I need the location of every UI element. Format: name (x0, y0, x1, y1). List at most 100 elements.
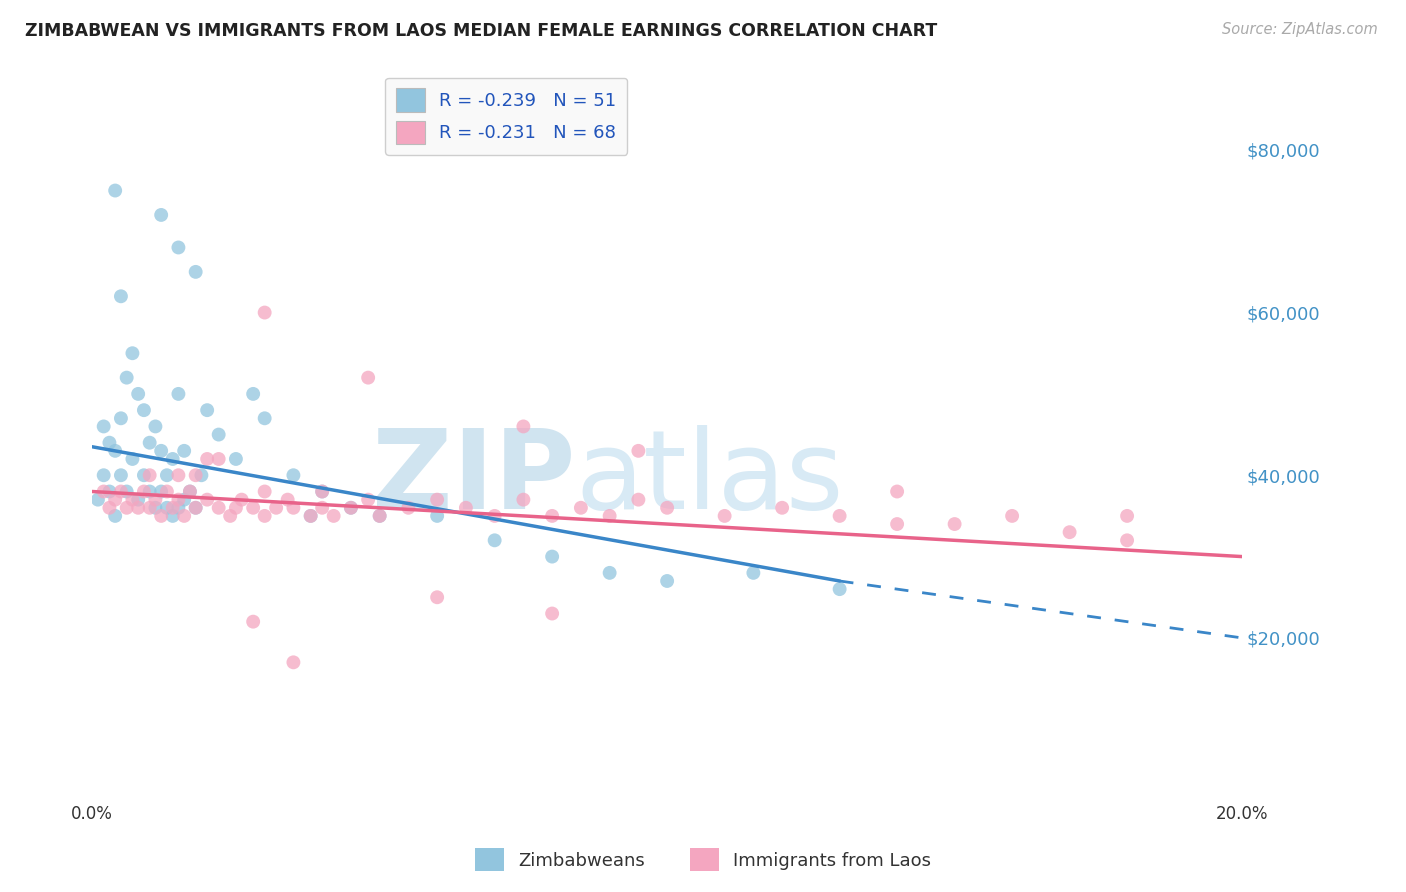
Point (98, 484, 121, 499)
Point (167, 468, 190, 483)
Point (368, 508, 391, 523)
Point (121, 346, 143, 360)
Point (104, 508, 127, 523)
Point (426, 492, 449, 507)
Point (127, 387, 149, 401)
Point (132, 484, 155, 499)
Point (627, 492, 650, 507)
Point (121, 492, 143, 507)
Point (173, 443, 195, 458)
Point (569, 500, 592, 515)
Point (138, 468, 160, 483)
Point (208, 452, 231, 467)
Point (110, 468, 132, 483)
Point (184, 500, 207, 515)
Point (283, 500, 305, 515)
Point (253, 305, 276, 319)
Point (138, 500, 160, 515)
Point (219, 508, 242, 523)
Point (599, 508, 621, 523)
Point (231, 492, 253, 507)
Point (828, 508, 851, 523)
Point (512, 492, 534, 507)
Point (184, 468, 207, 483)
Point (173, 492, 195, 507)
Point (115, 370, 138, 384)
Point (1116, 533, 1139, 548)
Point (340, 500, 363, 515)
Point (1116, 508, 1139, 523)
Point (454, 500, 477, 515)
Point (150, 484, 173, 499)
Point (179, 484, 201, 499)
Point (357, 370, 380, 384)
Point (150, 208, 173, 222)
Point (195, 452, 218, 467)
Point (599, 566, 621, 580)
Point (1059, 525, 1081, 540)
Point (132, 468, 155, 483)
Point (104, 443, 127, 458)
Point (145, 492, 167, 507)
Point (311, 484, 333, 499)
Point (156, 500, 179, 515)
Point (138, 435, 160, 450)
Point (93, 419, 115, 434)
Text: atlas: atlas (575, 425, 844, 532)
Point (627, 443, 650, 458)
Point (138, 484, 160, 499)
Point (173, 508, 195, 523)
Point (115, 484, 138, 499)
Point (242, 387, 264, 401)
Point (162, 508, 184, 523)
Point (110, 289, 132, 303)
Point (93, 468, 115, 483)
Text: Source: ZipAtlas.com: Source: ZipAtlas.com (1222, 22, 1378, 37)
Point (322, 508, 344, 523)
Point (713, 508, 735, 523)
Point (184, 500, 207, 515)
Point (357, 492, 380, 507)
Point (208, 500, 231, 515)
Point (253, 508, 276, 523)
Point (150, 508, 173, 523)
Point (943, 516, 966, 531)
Point (225, 452, 247, 467)
Point (121, 452, 143, 467)
Point (512, 419, 534, 434)
Legend: R = -0.239   N = 51, R = -0.231   N = 68: R = -0.239 N = 51, R = -0.231 N = 68 (385, 78, 627, 154)
Point (283, 656, 305, 670)
Point (208, 427, 231, 442)
Text: ZIMBABWEAN VS IMMIGRANTS FROM LAOS MEDIAN FEMALE EARNINGS CORRELATION CHART: ZIMBABWEAN VS IMMIGRANTS FROM LAOS MEDIA… (25, 22, 938, 40)
Point (115, 500, 138, 515)
Point (145, 500, 167, 515)
Text: ZIP: ZIP (371, 425, 575, 532)
Point (484, 508, 506, 523)
Point (179, 484, 201, 499)
Point (541, 607, 564, 621)
Point (264, 500, 287, 515)
Point (277, 492, 299, 507)
Point (368, 508, 391, 523)
Point (167, 387, 190, 401)
Point (98, 500, 121, 515)
Point (110, 411, 132, 425)
Point (145, 419, 167, 434)
Point (242, 615, 264, 629)
Point (162, 452, 184, 467)
Point (162, 500, 184, 515)
Point (184, 265, 207, 279)
Point (311, 484, 333, 499)
Point (93, 484, 115, 499)
Point (104, 492, 127, 507)
Point (541, 549, 564, 564)
Point (104, 184, 127, 198)
Point (340, 500, 363, 515)
Point (299, 508, 322, 523)
Point (195, 403, 218, 417)
Legend: Zimbabweans, Immigrants from Laos: Zimbabweans, Immigrants from Laos (468, 841, 938, 879)
Point (299, 508, 322, 523)
Point (253, 484, 276, 499)
Point (484, 533, 506, 548)
Point (770, 500, 793, 515)
